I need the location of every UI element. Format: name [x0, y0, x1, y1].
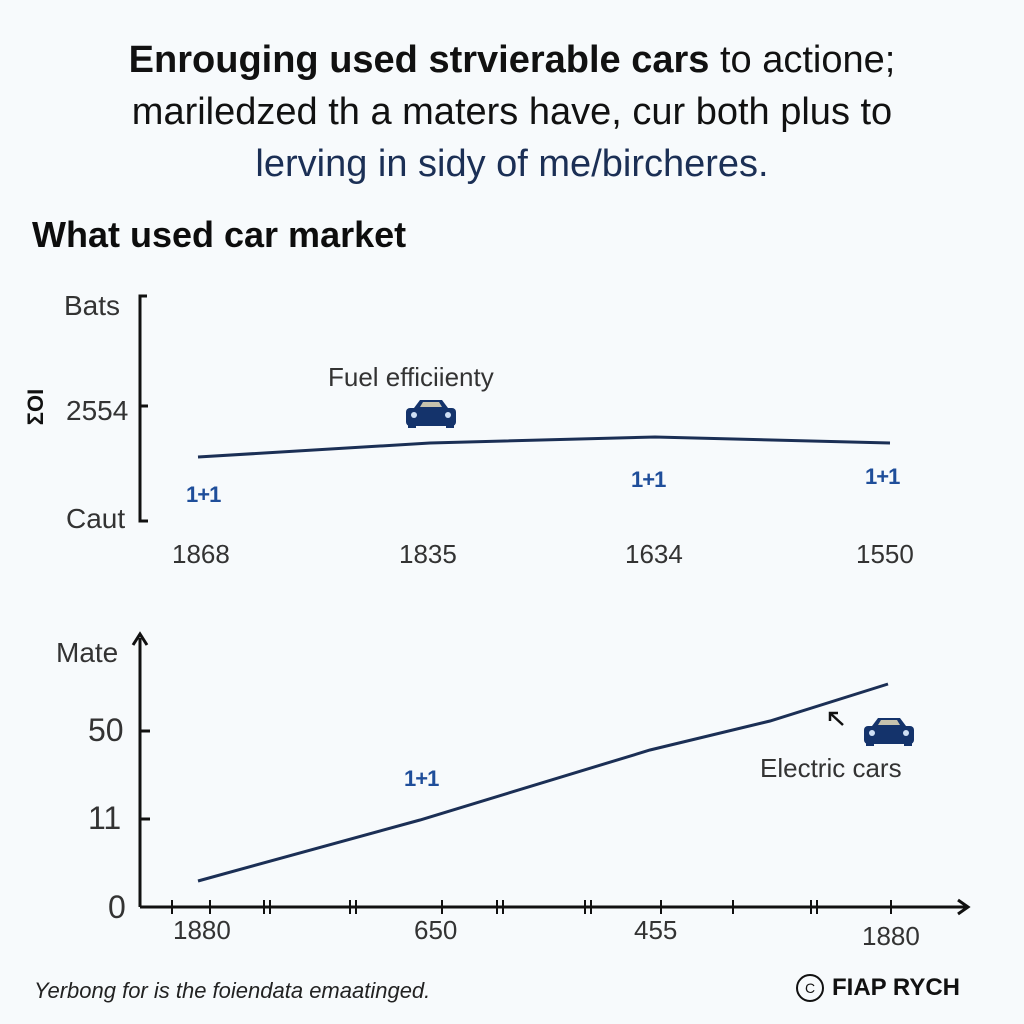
- headline-text: to actione;: [709, 39, 896, 81]
- headline-line-1: Enrouging used strvierable cars to actio…: [0, 34, 1024, 86]
- brand-logo: C FIAP RYCH: [796, 974, 960, 1002]
- pointer-arrow-icon: [828, 711, 844, 726]
- copyright-icon: C: [796, 974, 824, 1002]
- marker-icon: 1+1: [865, 464, 900, 489]
- bottom-chart-line: [197, 682, 889, 883]
- car-icon: [864, 718, 914, 746]
- marker-icon: 1+1: [631, 467, 666, 492]
- bottom-chart-xtick: 1880: [173, 915, 231, 945]
- section-title: What used car market: [32, 214, 407, 255]
- marker-icon: 1+1: [186, 482, 221, 507]
- bottom-chart-axes: [131, 631, 971, 916]
- bottom-chart-ylabel: Mate: [56, 637, 119, 668]
- bottom-chart-ytick: 50: [88, 712, 124, 748]
- fuel-efficiency-label: Fuel efficiienty: [328, 362, 494, 392]
- bottom-chart-ytick: 11: [88, 800, 122, 836]
- marker-icon: 1+1: [404, 766, 439, 791]
- top-chart-xtick: 1835: [399, 539, 457, 569]
- top-chart-line: [197, 435, 891, 459]
- bottom-chart-x-ticks: [171, 900, 892, 914]
- bottom-chart-ytick: 0: [108, 889, 126, 925]
- headline: Enrouging used strvierable cars to actio…: [0, 34, 1024, 190]
- top-chart-xtick: 1634: [625, 539, 683, 569]
- electric-cars-label: Electric cars: [760, 753, 902, 783]
- car-icon: [406, 400, 456, 428]
- bottom-chart-xtick: 650: [414, 915, 458, 945]
- bottom-chart-xtick: 1880: [862, 921, 920, 951]
- top-chart-ytick: 2554: [66, 395, 129, 426]
- footer-note: Yerbong for is the foiendata emaatinged.: [34, 978, 431, 1003]
- top-chart-xtick: 1868: [172, 539, 230, 569]
- top-chart-y-axis: [138, 294, 148, 523]
- axis-side-icon: ΣΟΙ: [23, 388, 49, 426]
- brand-name: FIAP RYCH: [832, 974, 961, 1001]
- headline-line-3: lerving in sidy of me/bircheres.: [255, 143, 769, 185]
- top-chart-xtick: 1550: [856, 539, 914, 569]
- headline-bold-text: Enrouging used strvierable cars: [128, 39, 710, 81]
- headline-line-2: mariledzed th a maters have, cur both pl…: [131, 91, 893, 133]
- bottom-chart-xtick: 455: [634, 915, 678, 945]
- top-chart-ylabel-top: Bats: [64, 290, 121, 321]
- top-chart-ylabel-bottom: Caut: [66, 503, 126, 534]
